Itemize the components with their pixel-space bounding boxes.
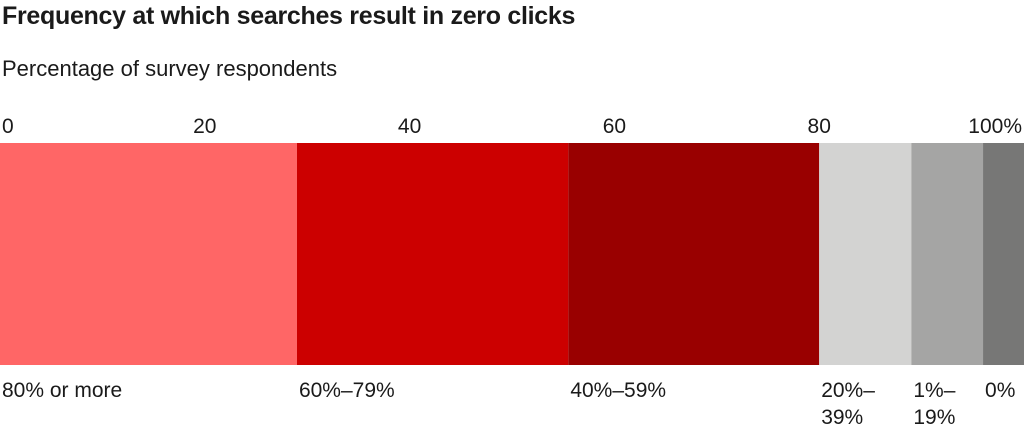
- x-tick-label: 100%: [968, 115, 1022, 138]
- segment-label: 20%– 39%: [821, 379, 875, 429]
- x-tick-label: 20: [193, 115, 216, 138]
- chart-title: Frequency at which searches result in ze…: [2, 2, 576, 30]
- bar-segment: [819, 143, 912, 365]
- x-tick-label: 80: [808, 115, 831, 138]
- x-tick-label: 60: [603, 115, 626, 138]
- segment-labels: 80% or more 60%–79% 40%–59% 20%– 39% 1%– 19% 0%: [2, 379, 1015, 429]
- x-tick-label: 0: [2, 115, 14, 138]
- x-axis-ticks: 0 20 40 60 80 100%: [2, 115, 1022, 138]
- bar-segment: [0, 143, 297, 365]
- bar-segment: [568, 143, 820, 365]
- bar-segment: [911, 143, 984, 365]
- segment-label: 1%– 19%: [913, 379, 955, 429]
- bar-segments: [0, 143, 1024, 365]
- segment-label: 80% or more: [2, 379, 122, 402]
- bar-segment: [296, 143, 569, 365]
- segment-label: 0%: [985, 379, 1015, 402]
- segment-label: 60%–79%: [299, 379, 395, 402]
- x-tick-label: 40: [398, 115, 421, 138]
- bar-segment: [983, 143, 1024, 365]
- chart-subtitle: Percentage of survey respondents: [2, 56, 338, 81]
- segment-label: 40%–59%: [570, 379, 666, 402]
